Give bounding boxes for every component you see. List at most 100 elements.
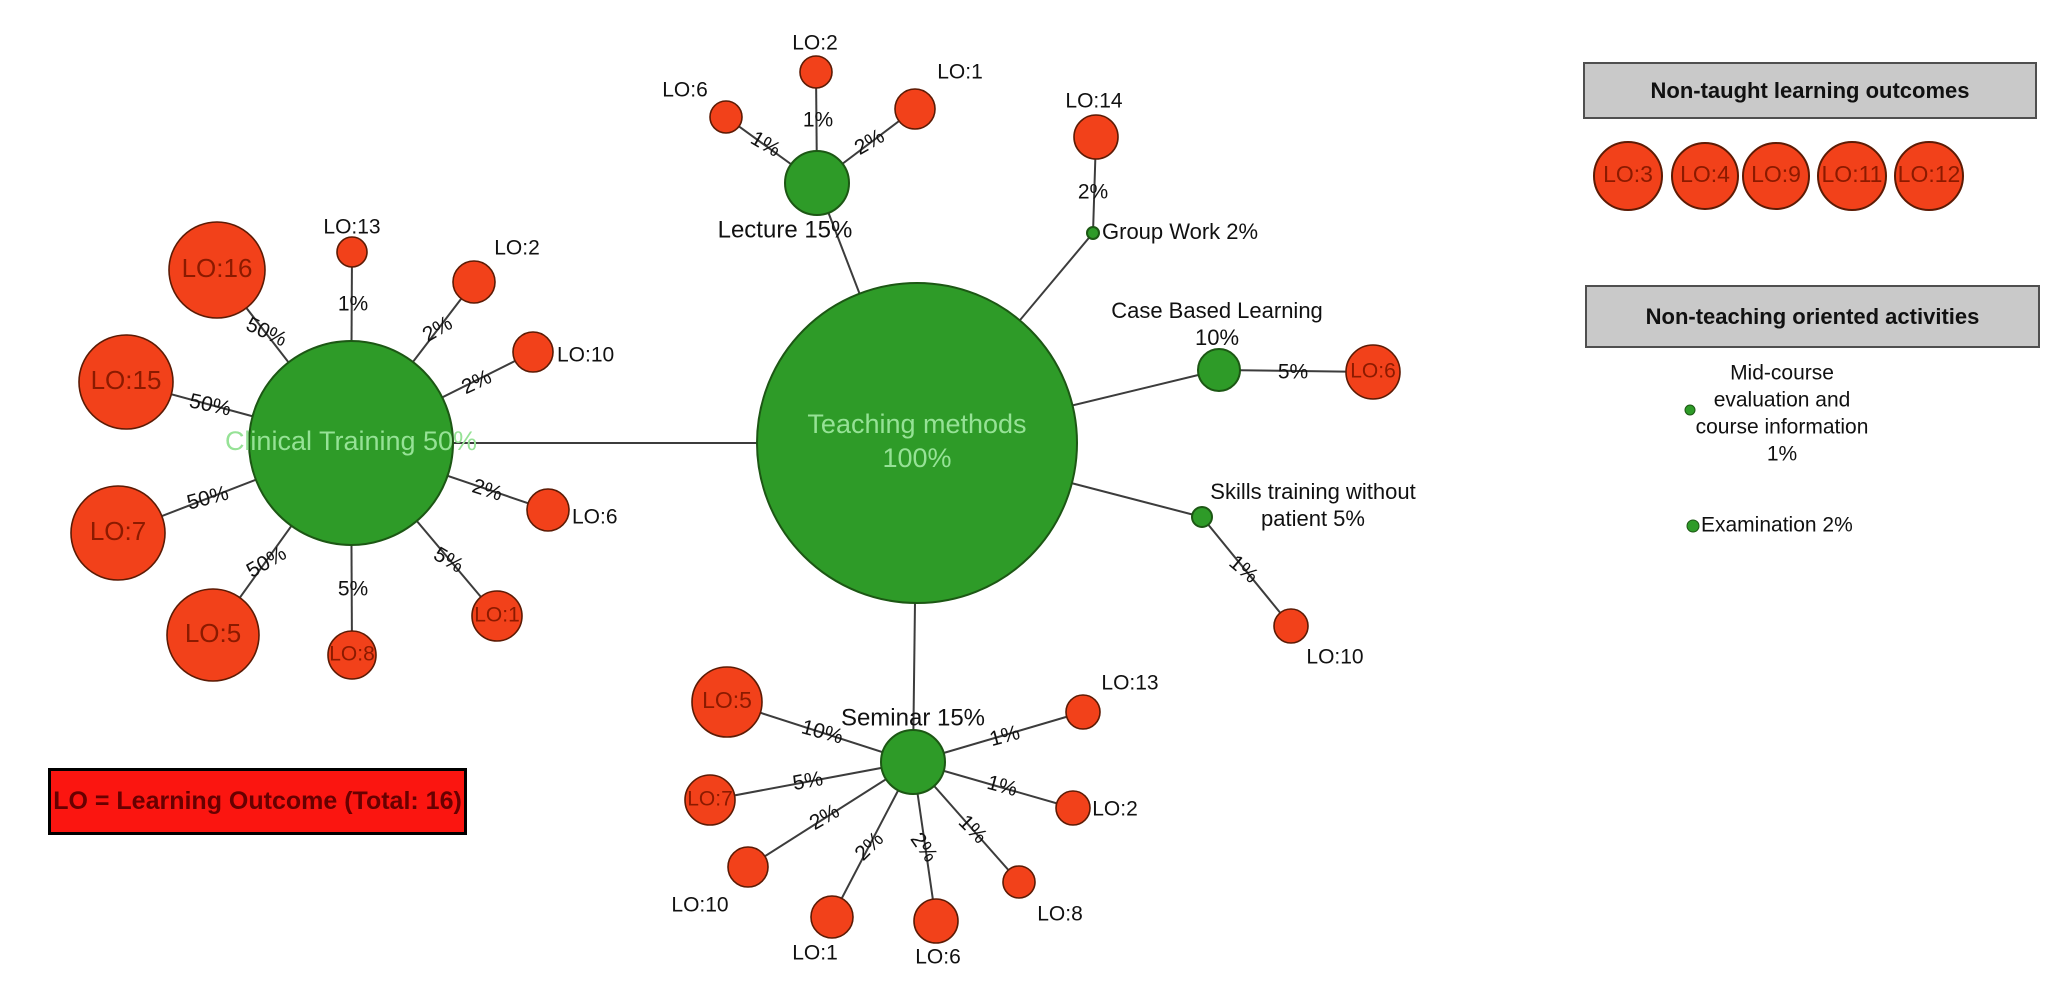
diagram-label: LO:2 <box>792 32 838 55</box>
node-c1 <box>471 590 523 642</box>
diagram-label: LO:6 <box>662 79 708 102</box>
node-c7 <box>70 485 166 581</box>
non-taught-header-label: Non-taught learning outcomes <box>1650 77 1970 103</box>
diagram-label: Group Work 2% <box>1102 219 1258 244</box>
node-c6 <box>526 488 570 532</box>
diagram-label: Examination 2% <box>1701 514 1853 537</box>
non-taught-lo-4 <box>1671 142 1739 210</box>
node-se10 <box>727 846 769 888</box>
diagram-label: LO:1 <box>792 942 838 965</box>
diagram-label: LO:3 <box>1603 161 1653 187</box>
non-taught-lo-3 <box>1593 141 1663 211</box>
edge-skills-s10 <box>1201 516 1292 627</box>
diagram-label: 1% <box>985 771 1020 801</box>
node-teaching <box>756 282 1078 604</box>
diagram-label: LO:7 <box>687 788 733 811</box>
node-se2 <box>1055 790 1091 826</box>
diagram-label: LO:13 <box>1101 672 1158 695</box>
diagram-label: LO:11 <box>1822 161 1883 187</box>
diagram-label: LO:14 <box>1065 90 1123 113</box>
diagram-label: 2% <box>906 828 942 866</box>
lo-legend: LO = Learning Outcome (Total: 16) <box>48 768 467 835</box>
diagram-label: Lecture 15% <box>718 216 853 243</box>
diagram-label: Skills training without <box>1210 479 1415 504</box>
node-lecture <box>784 150 850 216</box>
node-l1 <box>894 88 936 130</box>
diagram-label: LO:6 <box>915 946 961 969</box>
diagram-label: 5% <box>338 578 368 601</box>
node-cb6 <box>1345 344 1401 400</box>
node-se8 <box>1002 865 1036 899</box>
diagram-label: LO:5 <box>702 687 752 713</box>
diagram-label: 2% <box>806 800 844 835</box>
diagram-label: 10% <box>799 716 846 749</box>
diagram-label: LO:12 <box>1898 161 1961 187</box>
node-se13 <box>1065 694 1101 730</box>
diagram-label: LO:4 <box>1680 161 1730 187</box>
node-skills <box>1191 506 1213 528</box>
node-l6 <box>709 100 743 134</box>
diagram-label: 1% <box>338 293 368 316</box>
diagram-label: Case Based Learning <box>1111 298 1323 323</box>
node-c2 <box>452 260 496 304</box>
node-se5 <box>691 666 763 738</box>
node-se6 <box>913 898 959 944</box>
node-se7 <box>684 774 736 826</box>
non-teaching-header: Non-teaching oriented activities <box>1585 285 2040 348</box>
diagram-label: LO:9 <box>1751 161 1801 187</box>
diagram-label: LO:10 <box>557 344 614 367</box>
examination-dot <box>1686 519 1700 533</box>
diagram-label: LO:2 <box>494 237 540 260</box>
diagram-label: 2% <box>850 827 888 865</box>
mid-course-evaluation-dot <box>1684 404 1696 416</box>
diagram-label: 5% <box>791 767 825 795</box>
diagram-label: Clinical Training 50% <box>225 426 477 456</box>
diagram-label: LO:16 <box>182 253 253 283</box>
diagram-label: course information <box>1696 416 1869 439</box>
diagram-label: LO:6 <box>572 506 618 529</box>
diagram-label: 50% <box>187 389 233 420</box>
node-s10 <box>1273 608 1309 644</box>
node-groupwork <box>1086 226 1100 240</box>
diagram-label: 50% <box>184 482 231 515</box>
diagram-label: Seminar 15% <box>841 704 985 731</box>
diagram-label: LO:15 <box>91 365 162 395</box>
diagram-label: 10% <box>1195 325 1239 350</box>
edge-seminar-se7 <box>709 761 914 801</box>
diagram-label: LO:7 <box>90 516 146 546</box>
node-clinical <box>248 340 454 546</box>
diagram-label: 1% <box>803 109 833 132</box>
node-l2 <box>799 55 833 89</box>
node-c5 <box>166 588 260 682</box>
node-se1 <box>810 895 854 939</box>
node-c15 <box>78 334 174 430</box>
diagram-label: LO:1 <box>937 61 983 84</box>
diagram-label: 100% <box>882 443 951 473</box>
diagram-label: 50% <box>243 542 291 583</box>
diagram-label: 1% <box>987 721 1022 751</box>
diagram-label: LO:6 <box>1350 360 1396 383</box>
lo-legend-label: LO = Learning Outcome (Total: 16) <box>53 787 462 815</box>
diagram-label: 2% <box>1078 181 1108 204</box>
diagram-label: Mid-course <box>1730 362 1834 385</box>
diagram-label: 50% <box>242 313 290 352</box>
node-c8 <box>327 630 377 680</box>
node-cbl <box>1197 348 1241 392</box>
node-c10 <box>512 331 554 373</box>
diagram-label: 5% <box>430 543 468 578</box>
node-seminar <box>880 729 946 795</box>
diagram-label: LO:10 <box>1306 646 1363 669</box>
non-taught-lo-12 <box>1894 141 1964 211</box>
node-c13 <box>336 236 368 268</box>
diagram-label: 1% <box>1225 551 1263 588</box>
diagram-label: 2% <box>458 365 495 399</box>
diagram-label: 5% <box>1278 361 1308 384</box>
non-teaching-header-label: Non-teaching oriented activities <box>1645 303 1980 329</box>
diagram-label: LO:2 <box>1092 798 1138 821</box>
node-c16 <box>168 221 266 319</box>
diagram-label: LO:13 <box>323 216 380 239</box>
diagram-label: 2% <box>469 474 505 505</box>
diagram-label: 1% <box>954 810 992 848</box>
